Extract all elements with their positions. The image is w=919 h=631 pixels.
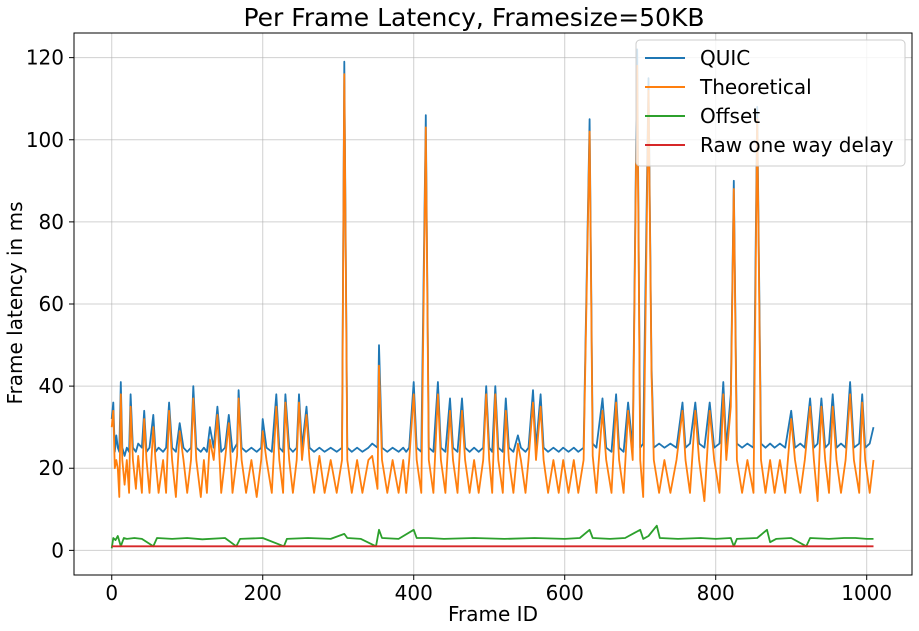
y-tick-label: 120 — [26, 46, 64, 70]
chart-title: Per Frame Latency, Framesize=50KB — [243, 3, 704, 32]
legend-label: Theoretical — [699, 75, 812, 99]
ticks: 0 200 400 600 800 1000 0 20 40 60 80 100 120 — [26, 46, 892, 605]
y-tick-label: 100 — [26, 128, 64, 152]
x-tick-label: 400 — [395, 581, 433, 605]
series-lines — [110, 48, 875, 549]
y-tick-label: 80 — [39, 210, 64, 234]
x-tick-label: 0 — [105, 581, 118, 605]
y-tick-label: 20 — [39, 456, 64, 480]
legend-label: Offset — [700, 104, 760, 128]
x-tick-label: 600 — [546, 581, 584, 605]
y-tick-label: 60 — [39, 292, 64, 316]
y-tick-label: 0 — [51, 538, 64, 562]
y-axis-label: Frame latency in ms — [3, 202, 27, 405]
x-tick-label: 200 — [244, 581, 282, 605]
x-axis-label: Frame ID — [448, 602, 538, 626]
x-tick-label: 1000 — [841, 581, 892, 605]
y-tick-label: 40 — [39, 374, 64, 398]
legend: QUIC Theoretical Offset Raw one way delay — [635, 39, 906, 167]
x-tick-label: 800 — [697, 581, 735, 605]
legend-label: QUIC — [700, 46, 750, 70]
legend-label: Raw one way delay — [700, 133, 894, 157]
series-line-1 — [110, 64, 875, 502]
series-line-2 — [110, 524, 874, 549]
grid — [74, 33, 912, 575]
legend-box — [635, 39, 906, 167]
